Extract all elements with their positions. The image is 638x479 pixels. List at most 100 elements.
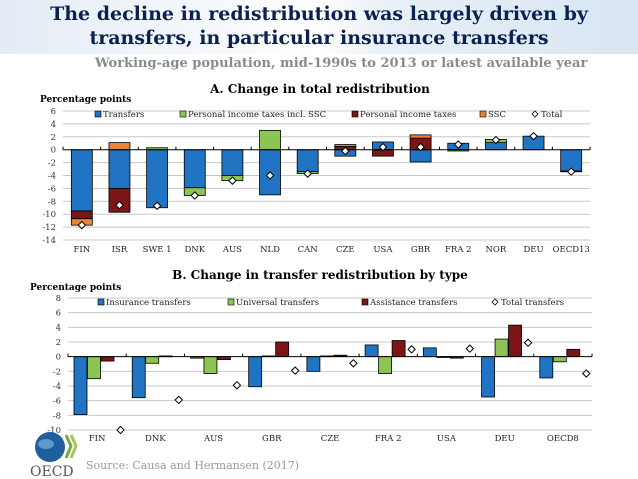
bar-insurance-transfers [364,344,379,358]
x-tick-label: DEU [523,245,543,255]
legend-label: Assistance transfers [369,298,457,308]
bar-assistance-transfers [100,356,115,362]
x-tick-label: CZE [321,434,340,444]
legend-label: SSC [488,110,506,120]
bar-insurance-transfers [306,356,321,372]
bar-personal-income-taxes [108,187,131,213]
bar-transfers [221,149,244,176]
y-tick-label: -10 [47,426,61,436]
x-tick-label: NLD [260,245,280,255]
legend: Insurance transfers Universal transfers As… [97,298,564,308]
bar-insurance-transfers [73,356,88,415]
legend-swatch [227,298,235,306]
y-tick-label: 0 [56,353,61,363]
legend: Transfers Personal income taxes incl. SSC… [94,110,563,120]
total-marker [265,171,275,180]
y-tick-label: 2 [51,133,56,143]
y-tick-label: -2 [48,159,56,169]
bar-universal-transfers [203,356,218,374]
y-tick-label: -14 [42,236,56,246]
bar-personal-income-taxes [70,210,93,220]
bar-insurance-transfers [422,347,437,358]
total-marker [341,146,350,156]
total-marker [581,369,591,378]
bar-transfers [108,149,131,189]
x-tick-label: DEU [495,434,515,444]
legend-swatch [361,298,369,306]
slide-title: The decline in redistribution was largel… [0,2,638,50]
legend-label: Transfers [103,110,144,120]
total-marker [378,142,388,152]
bar-transfers [146,149,169,209]
x-tick-label: AUS [222,245,242,255]
total-marker [523,338,533,348]
bar-universal-transfers [494,338,509,358]
x-tick-label: CAN [298,245,319,255]
legend-label: Total [541,110,563,120]
total-marker [115,200,124,210]
y-tick-label: 4 [56,323,61,333]
bar-assistance-transfers [566,348,581,358]
total-marker [152,201,162,211]
bar-transfers [183,149,206,189]
y-tick-label: 8 [56,294,61,304]
bar-ssc [409,134,432,139]
total-marker [491,135,501,145]
y-tick-label: -8 [53,411,61,421]
total-marker [174,395,184,405]
legend-label: Universal transfers [236,298,319,308]
bar-transfers [296,149,319,173]
chart-title: B. Change in transfer redistribution by … [172,268,468,282]
bar-transfers [70,149,93,212]
x-tick-label: CZE [336,245,355,255]
y-tick-label: -6 [48,184,56,194]
bar-personal-income-taxes-incl-ssc [259,129,281,151]
header-band [0,0,638,54]
total-marker [416,142,425,152]
x-tick-label: SWE 1 [143,245,172,255]
legend-swatch [97,298,105,306]
x-tick-label: DNK [145,434,166,444]
x-tick-label: GBR [262,434,282,444]
y-tick-label: -8 [48,197,56,207]
total-marker [453,140,463,149]
legend-label: Personal income taxes incl. SSC [188,110,326,120]
x-tick-label: USA [373,245,393,255]
x-tick-label: FIN [89,434,106,444]
total-marker [228,176,237,185]
y-tick-label: -4 [53,382,61,392]
x-tick-label: FRA 2 [445,245,472,255]
x-tick-label: AUS [203,434,223,444]
legend-total-icon [491,298,499,306]
chart-a: A. Change in total redistribution Percent… [40,82,591,255]
x-tick-label: OECD8 [547,434,579,444]
x-tick-label: GBR [411,245,431,255]
bar-insurance-transfers [248,356,263,388]
total-marker [232,380,242,390]
y-tick-label: -2 [53,367,61,377]
bar-transfers [409,149,432,163]
bar-universal-transfers [145,356,160,364]
y-axis-label: Percentage points [40,95,131,105]
bar-universal-transfers [87,356,101,380]
bar-universal-transfers [552,356,567,363]
y-tick-label: 0 [51,146,56,156]
bar-insurance-transfers [131,356,146,399]
y-tick-label: 2 [56,338,61,348]
bar-assistance-transfers [275,341,290,358]
chart-title: A. Change in total redistribution [209,82,430,96]
y-tick-label: -10 [42,210,56,220]
oecd-logo: OECD [30,432,78,478]
x-tick-label: ISR [112,245,128,255]
legend-label: Total transfers [501,298,564,308]
legend-label: Personal income taxes [360,110,456,120]
source-note: Source: Causa and Hermansen (2017) [86,459,300,472]
bar-ssc [334,144,357,147]
y-tick-label: 6 [51,107,56,117]
title-line-2: transfers, in particular insurance trans… [89,27,549,49]
legend-label: Insurance transfers [106,298,191,308]
x-tick-label: OECD13 [553,245,590,255]
bar-insurance-transfers [481,356,495,398]
x-tick-label: FIN [73,245,90,255]
